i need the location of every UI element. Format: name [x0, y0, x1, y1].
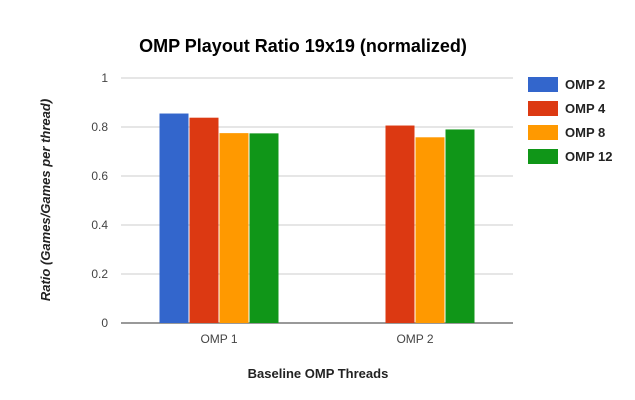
legend-label: OMP 2: [565, 77, 605, 92]
bar-omp-12-omp-1: [249, 133, 279, 323]
x-tick-label: OMP 2: [396, 332, 433, 346]
y-tick-label: 0.8: [91, 120, 108, 134]
legend-swatch: [528, 101, 558, 116]
x-tick-label: OMP 1: [200, 332, 237, 346]
y-axis-title: Ratio (Games/Games per thread): [38, 99, 53, 301]
legend-label: OMP 4: [565, 101, 606, 116]
legend: OMP 2 OMP 4 OMP 8 OMP 12: [528, 77, 612, 164]
y-tick-label: 0.6: [91, 169, 108, 183]
bar-omp-8-omp-1: [219, 133, 249, 323]
y-tick-label: 0.2: [91, 267, 108, 281]
bar-omp-4-omp-1: [189, 117, 219, 323]
legend-swatch: [528, 149, 558, 164]
bar-omp-12-omp-2: [445, 129, 475, 323]
y-tick-label: 0.4: [91, 218, 108, 232]
bar-omp-8-omp-2: [415, 137, 445, 323]
legend-swatch: [528, 77, 558, 92]
bars: [159, 113, 475, 324]
legend-label: OMP 12: [565, 149, 612, 164]
x-axis-ticks: OMP 1 OMP 2: [200, 332, 433, 346]
chart-title: OMP Playout Ratio 19x19 (normalized): [139, 36, 467, 56]
legend-label: OMP 8: [565, 125, 605, 140]
legend-swatch: [528, 125, 558, 140]
bar-omp-4-omp-2: [385, 125, 415, 323]
y-tick-label: 1: [101, 71, 108, 85]
y-tick-label: 0: [101, 316, 108, 330]
bar-omp-2-omp-1: [159, 113, 189, 324]
x-axis-title: Baseline OMP Threads: [248, 366, 389, 381]
y-axis-ticks: 0 0.2 0.4 0.6 0.8 1: [91, 71, 108, 330]
